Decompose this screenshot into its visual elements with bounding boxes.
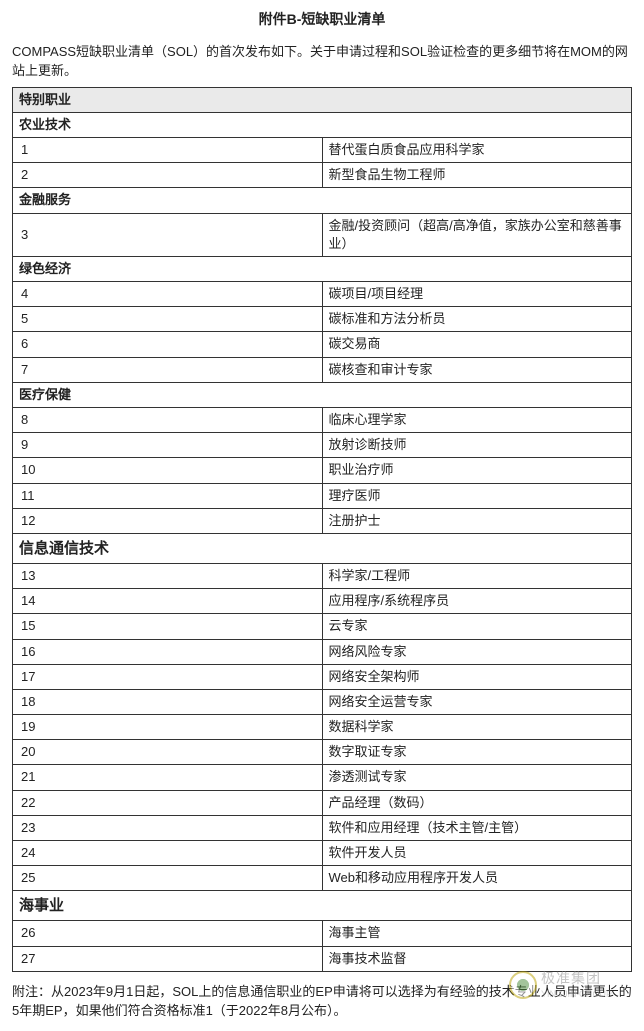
- occupation-cell: 理疗医师: [322, 483, 632, 508]
- row-number: 10: [13, 458, 323, 483]
- row-number: 27: [13, 946, 323, 971]
- occupation-cell: 注册护士: [322, 508, 632, 533]
- row-number: 12: [13, 508, 323, 533]
- row-number: 7: [13, 357, 323, 382]
- occupation-cell: 金融/投资顾问（超高/高净值，家族办公室和慈善事业）: [322, 213, 632, 256]
- row-number: 17: [13, 664, 323, 689]
- table-row: 10职业治疗师: [13, 458, 632, 483]
- table-row: 8临床心理学家: [13, 408, 632, 433]
- occupation-cell: 碳标准和方法分析员: [322, 307, 632, 332]
- row-number: 22: [13, 790, 323, 815]
- table-row: 11理疗医师: [13, 483, 632, 508]
- table-row: 20数字取证专家: [13, 740, 632, 765]
- table-row: 12注册护士: [13, 508, 632, 533]
- occupation-cell: 网络安全架构师: [322, 664, 632, 689]
- table-row: 7碳核查和审计专家: [13, 357, 632, 382]
- row-number: 6: [13, 332, 323, 357]
- occupation-cell: 网络风险专家: [322, 639, 632, 664]
- row-number: 21: [13, 765, 323, 790]
- occupation-cell: 产品经理（数码）: [322, 790, 632, 815]
- occupation-cell: 应用程序/系统程序员: [322, 589, 632, 614]
- occupation-cell: 数字取证专家: [322, 740, 632, 765]
- occupation-cell: Web和移动应用程序开发人员: [322, 866, 632, 891]
- row-number: 13: [13, 563, 323, 588]
- table-row: 6碳交易商: [13, 332, 632, 357]
- row-number: 1: [13, 137, 323, 162]
- category-row: 信息通信技术: [13, 533, 632, 563]
- category-row: 金融服务: [13, 188, 632, 213]
- occupation-cell: 临床心理学家: [322, 408, 632, 433]
- footnote: 附注：从2023年9月1日起，SOL上的信息通信职业的EP申请将可以选择为有经验…: [12, 982, 632, 1021]
- row-number: 8: [13, 408, 323, 433]
- category-row: 医疗保健: [13, 382, 632, 407]
- table-row: 21渗透测试专家: [13, 765, 632, 790]
- row-number: 20: [13, 740, 323, 765]
- document-title: 附件B-短缺职业清单: [12, 10, 632, 30]
- table-row: 19数据科学家: [13, 715, 632, 740]
- row-number: 9: [13, 433, 323, 458]
- row-number: 25: [13, 866, 323, 891]
- row-number: 19: [13, 715, 323, 740]
- occupation-cell: 放射诊断技师: [322, 433, 632, 458]
- row-number: 24: [13, 841, 323, 866]
- category-row: 农业技术: [13, 112, 632, 137]
- table-row: 18网络安全运营专家: [13, 689, 632, 714]
- row-number: 18: [13, 689, 323, 714]
- table-row: 15云专家: [13, 614, 632, 639]
- category-row: 海事业: [13, 891, 632, 921]
- row-number: 14: [13, 589, 323, 614]
- row-number: 2: [13, 163, 323, 188]
- table-row: 27海事技术监督: [13, 946, 632, 971]
- category-row: 绿色经济: [13, 256, 632, 281]
- table-row: 9放射诊断技师: [13, 433, 632, 458]
- row-number: 5: [13, 307, 323, 332]
- occupation-cell: 软件开发人员: [322, 841, 632, 866]
- table-row: 22产品经理（数码）: [13, 790, 632, 815]
- table-row: 23软件和应用经理（技术主管/主管）: [13, 815, 632, 840]
- table-row: 14应用程序/系统程序员: [13, 589, 632, 614]
- table-row: 26海事主管: [13, 921, 632, 946]
- occupation-cell: 云专家: [322, 614, 632, 639]
- table-row: 4碳项目/项目经理: [13, 282, 632, 307]
- table-row: 1替代蛋白质食品应用科学家: [13, 137, 632, 162]
- occupation-cell: 软件和应用经理（技术主管/主管）: [322, 815, 632, 840]
- table-row: 24软件开发人员: [13, 841, 632, 866]
- occupation-cell: 科学家/工程师: [322, 563, 632, 588]
- row-number: 3: [13, 213, 323, 256]
- table-row: 5碳标准和方法分析员: [13, 307, 632, 332]
- row-number: 23: [13, 815, 323, 840]
- table-header: 特别职业: [13, 87, 632, 112]
- table-row: 3金融/投资顾问（超高/高净值，家族办公室和慈善事业）: [13, 213, 632, 256]
- occupation-cell: 网络安全运营专家: [322, 689, 632, 714]
- table-row: 25Web和移动应用程序开发人员: [13, 866, 632, 891]
- row-number: 4: [13, 282, 323, 307]
- occupation-cell: 海事技术监督: [322, 946, 632, 971]
- row-number: 15: [13, 614, 323, 639]
- table-row: 2新型食品生物工程师: [13, 163, 632, 188]
- row-number: 26: [13, 921, 323, 946]
- table-row: 13科学家/工程师: [13, 563, 632, 588]
- table-row: 16网络风险专家: [13, 639, 632, 664]
- occupation-cell: 海事主管: [322, 921, 632, 946]
- occupation-cell: 碳核查和审计专家: [322, 357, 632, 382]
- occupation-cell: 替代蛋白质食品应用科学家: [322, 137, 632, 162]
- sol-table: 特别职业农业技术1替代蛋白质食品应用科学家2新型食品生物工程师金融服务3金融/投…: [12, 87, 632, 972]
- table-row: 17网络安全架构师: [13, 664, 632, 689]
- intro-paragraph: COMPASS短缺职业清单（SOL）的首次发布如下。关于申请过程和SOL验证检查…: [12, 42, 632, 81]
- occupation-cell: 新型食品生物工程师: [322, 163, 632, 188]
- occupation-cell: 职业治疗师: [322, 458, 632, 483]
- occupation-cell: 碳项目/项目经理: [322, 282, 632, 307]
- occupation-cell: 碳交易商: [322, 332, 632, 357]
- row-number: 16: [13, 639, 323, 664]
- occupation-cell: 渗透测试专家: [322, 765, 632, 790]
- row-number: 11: [13, 483, 323, 508]
- occupation-cell: 数据科学家: [322, 715, 632, 740]
